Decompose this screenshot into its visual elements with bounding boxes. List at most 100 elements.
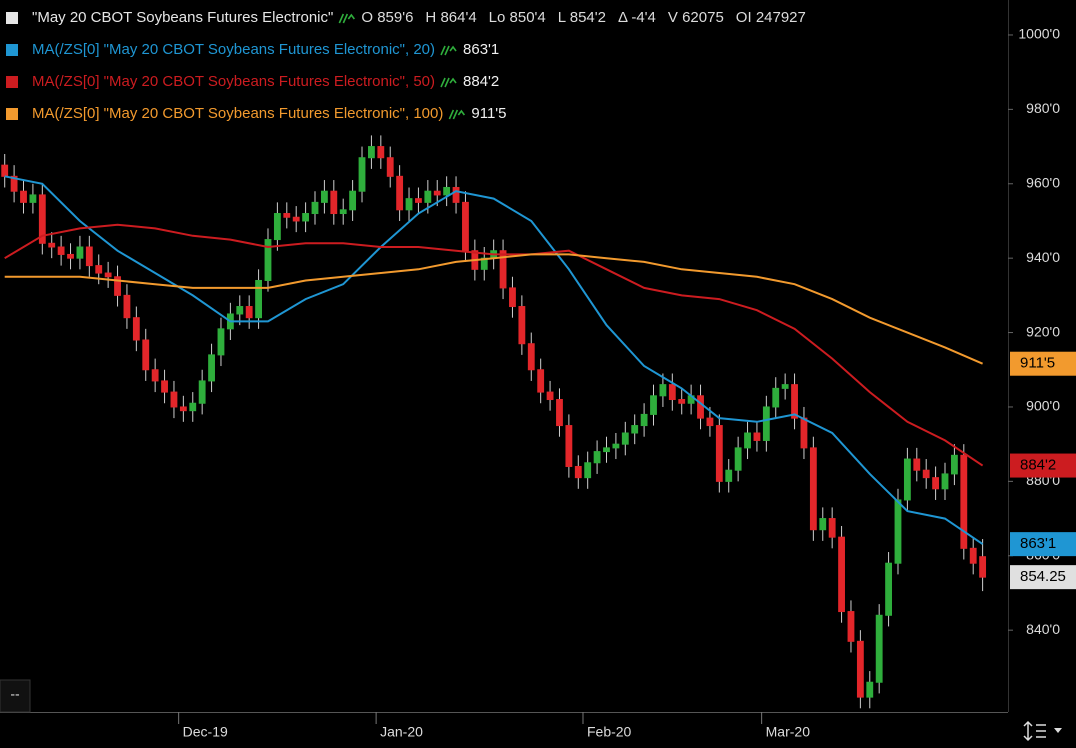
candle-body — [368, 146, 375, 159]
candle-body — [433, 190, 441, 196]
header-label: O — [361, 9, 373, 26]
candle-body — [85, 246, 93, 267]
candle-body — [772, 387, 780, 408]
header-value: 854'2 — [570, 9, 606, 26]
legend-name: MA(/ZS[0] "May 20 CBOT Soybeans Futures … — [32, 73, 435, 90]
price-tag-label: 854.25 — [1020, 568, 1066, 585]
candle-body — [697, 395, 704, 419]
candle-body — [132, 317, 140, 341]
candle-body — [405, 198, 413, 211]
candle-body — [20, 190, 27, 203]
legend-value: 911'5 — [471, 105, 506, 122]
header-label: V — [668, 9, 678, 26]
candle-body — [217, 328, 225, 356]
candle-body — [123, 294, 131, 319]
candle-body — [245, 306, 253, 319]
candle-body — [969, 547, 977, 564]
candle-body — [668, 384, 676, 401]
candle-body — [781, 384, 789, 389]
candle-body — [913, 458, 921, 471]
candle-body — [838, 536, 845, 613]
candle-body — [631, 425, 639, 434]
header-item: H 864'4 — [425, 9, 476, 26]
price-tag-label: 863'1 — [1020, 535, 1056, 552]
candle-body — [715, 425, 723, 482]
candle-body — [612, 443, 620, 449]
header-item: OI 247927 — [736, 9, 806, 26]
candle-body — [650, 395, 657, 415]
candle-body — [809, 447, 817, 531]
study-icon — [448, 109, 466, 120]
legend-name: MA(/ZS[0] "May 20 CBOT Soybeans Futures … — [32, 105, 443, 122]
candle-body — [847, 611, 855, 642]
icon — [1023, 720, 1046, 742]
candle-body — [791, 384, 798, 419]
candle-body — [302, 213, 310, 222]
candle-body — [462, 201, 469, 252]
candle-body — [208, 354, 215, 382]
candle-body — [593, 451, 601, 464]
candle-body — [678, 399, 686, 404]
header-item: O 859'6 — [361, 9, 413, 26]
header-value: 864'4 — [440, 9, 476, 26]
header-item: V 62075 — [668, 9, 724, 26]
candle-body — [866, 681, 874, 698]
price-tag — [1010, 532, 1076, 557]
candle-body — [38, 194, 46, 244]
study-icon — [338, 13, 355, 24]
candle-body — [339, 209, 347, 215]
candle-body — [10, 175, 18, 192]
legend-name: "May 20 CBOT Soybeans Futures Electronic… — [32, 9, 333, 26]
candle-body — [659, 384, 667, 397]
x-tick-label: Feb-20 — [587, 724, 632, 740]
candle-body — [104, 272, 112, 278]
candle-body — [349, 190, 357, 211]
candle-body — [95, 265, 103, 274]
settings-icon[interactable] — [1020, 718, 1070, 744]
header-label: Δ — [618, 9, 628, 26]
candle-body — [744, 432, 751, 449]
candle-body — [424, 190, 432, 203]
candle-body — [320, 190, 328, 203]
study-icon — [440, 77, 457, 88]
candle-body — [574, 465, 582, 479]
header-value: 859'6 — [377, 9, 413, 26]
header-value: 247927 — [756, 9, 806, 26]
candle-body — [283, 213, 291, 218]
candle-body — [960, 454, 968, 549]
ma-line — [4, 253, 983, 365]
corner-box[interactable] — [0, 679, 31, 713]
ma-line — [4, 223, 984, 467]
ma-line — [4, 175, 984, 545]
y-tick-label: 900'0 — [1026, 398, 1060, 414]
candle-body — [292, 216, 300, 222]
candle-body — [57, 246, 65, 255]
candle-body — [67, 253, 74, 259]
candle-body — [386, 157, 394, 177]
candle-body — [979, 556, 987, 578]
legend-swatch — [6, 108, 18, 120]
header-value: 62075 — [682, 9, 724, 26]
candle-body — [415, 198, 422, 203]
candle-body — [800, 417, 808, 449]
header-label: L — [558, 9, 566, 26]
header-label: OI — [736, 9, 752, 26]
price-tag — [1010, 453, 1076, 478]
y-tick-label: 920'0 — [1026, 323, 1060, 339]
legend-name: MA(/ZS[0] "May 20 CBOT Soybeans Futures … — [32, 41, 435, 58]
candle-body — [706, 417, 714, 427]
y-tick-label: 960'0 — [1026, 174, 1060, 190]
candle-body — [198, 380, 206, 404]
header-value: -4'4 — [631, 9, 656, 26]
candle-body — [932, 477, 940, 490]
header-item: Δ -4'4 — [618, 9, 656, 26]
candle-body — [762, 406, 770, 441]
candle-body — [584, 462, 592, 479]
candle-body — [377, 146, 385, 159]
candle-body — [330, 190, 338, 215]
overlay: "May 20 CBOT Soybeans Futures Electronic… — [6, 9, 806, 122]
candle-body — [396, 175, 404, 211]
candle-body — [151, 369, 159, 382]
legend-swatch — [6, 44, 18, 56]
